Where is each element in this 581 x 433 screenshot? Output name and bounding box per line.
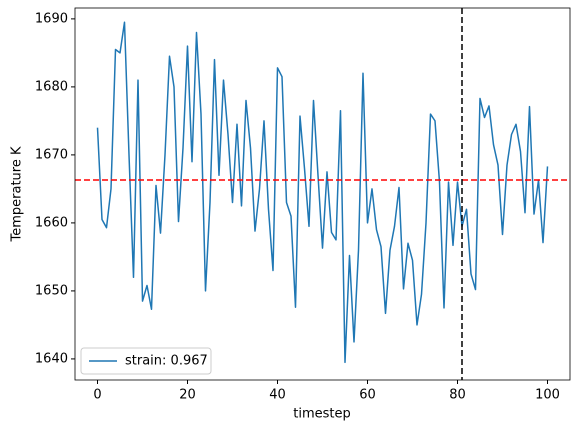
x-tick-label: 0 xyxy=(93,388,101,403)
legend-box xyxy=(80,347,212,375)
y-tick-label: 1690 xyxy=(35,11,68,26)
legend-label: strain: 0.967 xyxy=(125,354,208,369)
y-axis-label: Temperature K xyxy=(10,146,25,242)
x-axis-label: timestep xyxy=(293,407,351,422)
series-line xyxy=(96,21,549,364)
x-tick-label: 60 xyxy=(359,388,376,403)
y-tick-label: 1640 xyxy=(35,351,68,366)
plot-frame xyxy=(74,7,571,381)
y-tick-label: 1680 xyxy=(35,79,68,94)
y-tick-label: 1650 xyxy=(35,283,68,298)
y-tick-label: 1660 xyxy=(35,215,68,230)
y-tick-label: 1670 xyxy=(35,147,68,162)
x-tick-label: 20 xyxy=(179,388,196,403)
x-tick-label: 80 xyxy=(449,388,466,403)
x-tick-label: 40 xyxy=(269,388,286,403)
x-tick-label: 100 xyxy=(535,388,560,403)
